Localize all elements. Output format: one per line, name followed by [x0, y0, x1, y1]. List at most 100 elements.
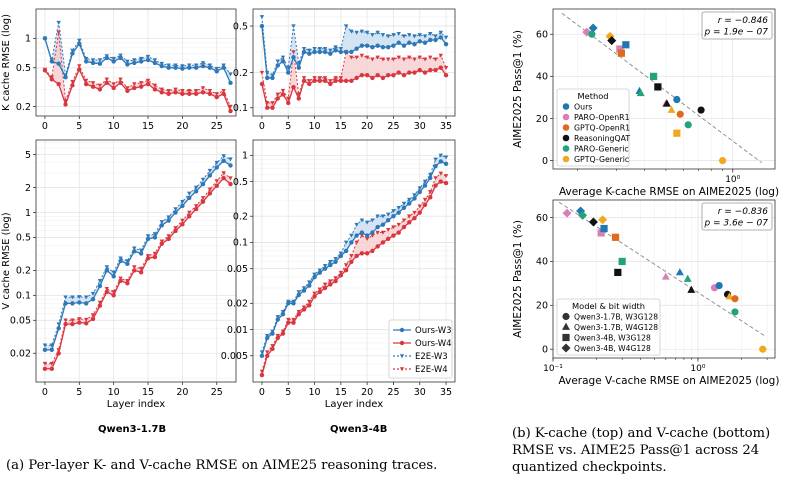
- point-GPTQ-Generic: [718, 156, 727, 165]
- legend-label: PARO-OpenR1: [574, 113, 630, 122]
- point-Ours-W4: [104, 289, 109, 295]
- point-E2E-W3: [104, 265, 109, 270]
- point-E2E-W3: [132, 58, 137, 63]
- point-Ours-W4: [338, 78, 344, 84]
- point-E2E-W4: [354, 55, 359, 60]
- point-E2E-W3: [63, 295, 68, 300]
- gap-band-w4: [261, 51, 447, 108]
- annotation-text: p = 3.6e − 07: [703, 219, 768, 229]
- point-Ours-W3: [385, 44, 391, 50]
- point-ReasoningQAT: [654, 83, 662, 91]
- point-E2E-W3: [328, 260, 333, 264]
- point-Ours-W3: [152, 60, 158, 66]
- point-E2E-W4: [70, 79, 75, 84]
- point-E2E-W3: [152, 232, 158, 237]
- point-E2E-W3: [407, 197, 412, 202]
- point-Ours-W3: [228, 163, 233, 168]
- point-E2E-W3: [111, 56, 116, 61]
- point-ReasoningQAT: [697, 106, 705, 114]
- point-Ours-W4: [438, 179, 443, 184]
- point-E2E-W3: [193, 63, 199, 68]
- point-Ours-W3: [70, 51, 75, 56]
- point-E2E-W4: [207, 187, 213, 192]
- point-Ours-W4: [422, 70, 428, 75]
- point-Ours-W3: [296, 65, 301, 70]
- x-axis-label: Layer index: [107, 399, 166, 410]
- point-E2E-W4: [132, 82, 137, 87]
- point-E2E-W3: [77, 38, 82, 43]
- y-tick-label: 1: [242, 151, 248, 162]
- x-axis-label: Average V-cache RMSE on AIME2025 (log): [559, 375, 780, 387]
- point-E2E-W4: [396, 55, 401, 60]
- point-Ours-W3: [193, 65, 199, 70]
- point-E2E-W4: [349, 254, 354, 259]
- point-E2E-W4: [328, 79, 333, 84]
- point-E2E-W4: [370, 57, 375, 62]
- point-E2E-W3: [385, 34, 391, 39]
- subtitle-qwen3-1.7b: Qwen3-1.7B: [98, 424, 167, 435]
- point-E2E-W4: [375, 55, 380, 60]
- point-Ours-W4: [417, 210, 422, 215]
- point-Ours-W3: [97, 61, 103, 66]
- point-E2E-W3: [385, 212, 391, 217]
- point-Ours-W4: [228, 181, 233, 187]
- point-Ours-W4: [214, 183, 219, 189]
- point-E2E-W4: [173, 87, 178, 92]
- point-Ours-W3: [132, 249, 137, 254]
- point-Ours-W3: [159, 223, 164, 228]
- point-Ours-W3: [145, 236, 151, 242]
- legend-label: E2E-W3: [415, 352, 448, 362]
- point-E2E-W4: [145, 254, 151, 259]
- point-Ours-W4: [77, 320, 82, 325]
- point-Ours-W4: [180, 91, 185, 97]
- legend-label: ReasoningQAT: [574, 134, 630, 143]
- point-E2E-W3: [422, 179, 428, 184]
- x-tick-label: 0: [259, 387, 265, 398]
- point-Ours-W4: [193, 206, 199, 212]
- point-E2E-W4: [422, 197, 428, 202]
- point-Ours-W3: [42, 347, 48, 353]
- point-E2E-W4: [338, 76, 344, 81]
- subtitle-qwen3-4b: Qwen3-4B: [330, 424, 388, 435]
- point-E2E-W4: [193, 204, 199, 209]
- point-ReasoningQAT: [614, 268, 622, 277]
- point-Ours-W3: [180, 66, 185, 71]
- point-Ours: [588, 23, 598, 33]
- point-Ours-W4: [138, 84, 144, 89]
- point-Ours-W4: [173, 90, 178, 95]
- point-E2E-W3: [228, 157, 233, 162]
- point-E2E-W4: [104, 287, 109, 291]
- x-tick-label: 0: [42, 387, 48, 398]
- point-PARO-Generic: [683, 274, 692, 282]
- legend-marker: [562, 312, 570, 321]
- point-Ours-W4: [307, 303, 312, 308]
- caption-a: (a) Per-layer K- and V-cache RMSE on AIM…: [6, 458, 438, 473]
- point-E2E-W3: [322, 263, 328, 268]
- series-line-E2E-W3: [44, 22, 231, 76]
- point-E2E-W3: [317, 46, 323, 51]
- point-E2E-W3: [173, 207, 178, 212]
- point-E2E-W4: [443, 65, 449, 70]
- x-tick-label: 15: [335, 387, 347, 398]
- point-PARO-Generic: [731, 308, 739, 316]
- point-Ours-W3: [317, 49, 323, 55]
- point-E2E-W4: [380, 230, 386, 235]
- point-E2E-W3: [349, 233, 354, 238]
- point-E2E-W4: [286, 317, 291, 322]
- point-Ours-W4: [364, 72, 370, 78]
- point-Ours-W3: [200, 63, 206, 69]
- y-tick-label: 0.5: [16, 233, 31, 244]
- legend-label: Qwen3-1.7B, W4G128: [574, 323, 658, 332]
- x-tick-label: 25: [211, 387, 223, 398]
- point-E2E-W4: [259, 70, 265, 75]
- point-Ours-W4: [187, 91, 192, 97]
- point-E2E-W3: [359, 218, 365, 223]
- point-Ours-W3: [296, 292, 301, 298]
- point-Ours-W4: [417, 67, 422, 73]
- point-Ours-W3: [138, 251, 144, 256]
- point-E2E-W3: [354, 222, 359, 227]
- point-E2E-W4: [291, 50, 296, 55]
- point-E2E-W3: [317, 268, 323, 273]
- point-Ours-W3: [221, 158, 226, 164]
